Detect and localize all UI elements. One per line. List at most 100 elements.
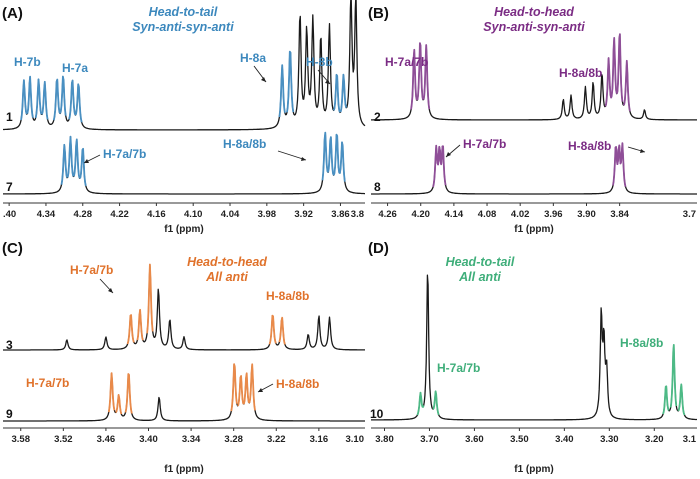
panel-b-title-line1: Head-to-head — [494, 5, 574, 19]
panel-d-title-line1: Head-to-tail — [446, 255, 515, 269]
panel-d-plot: 3.80 3.70 3.60 3.50 3.40 3.30 3.20 3.1 — [370, 274, 698, 445]
panel-c: (C) Head-to-head All anti 3.58 3.52 3.46 3.… — [2, 240, 365, 475]
panel-a-spectrum-7-peak-4 — [321, 131, 329, 181]
panel-c-spectrum-9-peak-1 — [115, 394, 123, 415]
panel-a-spectrum-1-peak-8 — [278, 64, 286, 118]
panel-a-spectrum-7-peak-2 — [73, 138, 81, 179]
arrowhead-h8a — [261, 77, 266, 82]
panel-d-spectrum-10-peak-7 — [669, 344, 678, 408]
annot-h8a-8b-compound-8: H-8a/8b — [568, 139, 611, 153]
arrowhead-h8a-8b-compound-8 — [640, 149, 645, 153]
panel-a-xlabel: f1 (ppm) — [164, 224, 203, 235]
panel-c-tick-label-2: 3.46 — [97, 434, 116, 445]
panel-c-spectrum-9-peak-4 — [230, 363, 238, 412]
panel-b-spectrum-2-peak-0 — [410, 48, 418, 110]
panel-b-tick-label-3: 4.08 — [478, 209, 497, 220]
panel-b: (B) Head-to-head Syn-anti-syn-anti 4.26 4… — [368, 5, 698, 235]
annot-h7a-7b-compound-10: H-7a/7b — [437, 361, 480, 375]
annot-h7b: H-7b — [14, 55, 41, 69]
annot-h8a: H-8a — [240, 51, 266, 65]
panel-d-tick-label-4: 3.40 — [555, 434, 574, 445]
panel-d-spectrum-10-peak-8 — [677, 383, 686, 416]
panel-b-spectrum-2-peak-10 — [615, 33, 624, 102]
panel-a-spectrum-1-peak-7 — [74, 83, 83, 123]
panel-a-spectrum-7-peak-0 — [60, 143, 68, 185]
panel-a-tick-label-6: 4.04 — [221, 209, 240, 220]
panel-c-spectrum-9-peak-2 — [124, 373, 133, 414]
panel-c-letter: (C) — [2, 240, 23, 257]
annot-h7a-7b-compound-7: H-7a/7b — [103, 147, 146, 161]
panel-a-spectrum-7 — [3, 131, 365, 195]
panel-c-compound-label-9: 9 — [6, 407, 13, 421]
annot-h7a-7b-compound-3: H-7a/7b — [70, 263, 113, 277]
panel-a-spectrum-1-peak-4 — [52, 78, 61, 121]
panel-a-title-line1: Head-to-tail — [149, 5, 218, 19]
annot-h8a-8b-compound-9: H-8a/8b — [276, 377, 319, 391]
panel-b-compound-label-2: 2 — [374, 110, 381, 124]
panel-a-tick-label-3: 4.22 — [110, 209, 129, 220]
panel-b-spectrum-8 — [370, 142, 698, 195]
panel-b-spectrum-8-peak-5 — [618, 142, 627, 187]
panel-c-tick-label-3: 3.40 — [139, 434, 158, 445]
panel-a-tick-label-7: 3.98 — [258, 209, 277, 220]
panel-a-spectrum-1-peak-1 — [26, 75, 34, 118]
panel-a-tick-label-4: 4.16 — [147, 209, 166, 220]
panel-b-spectrum-2-peak-1 — [416, 42, 424, 101]
panel-d-tick-label-2: 3.60 — [465, 434, 484, 445]
panel-c-tick-label-1: 3.52 — [54, 434, 73, 445]
panel-a-spectrum-1-peak-6 — [68, 79, 77, 120]
annot-h7a-7b-compound-8: H-7a/7b — [463, 137, 506, 151]
panel-b-spectrum-2-peak-8 — [604, 57, 613, 107]
panel-a-spectrum-1-peak-9 — [286, 50, 295, 113]
panel-d-spectrum-10-peak-6 — [662, 385, 670, 415]
panel-a-compound-label-1: 1 — [6, 110, 13, 124]
annot-h7a: H-7a — [62, 61, 88, 75]
panel-b-plot: 4.26 4.20 4.14 4.08 4.02 3.96 3.90 3.84 3.7 — [370, 33, 698, 220]
arrowhead-h7a-7b-compound-8 — [446, 152, 451, 157]
panel-a-tick-label-8: 3.92 — [294, 209, 313, 220]
panel-a-tick-label-0: .40 — [3, 209, 16, 220]
panel-c-plot: 3.58 3.52 3.46 3.40 3.34 3.28 3.22 3.16 3.10 — [3, 263, 365, 445]
panel-b-spectrum-2-peak-2 — [422, 44, 431, 110]
panel-c-spectrum-3-peak-9 — [278, 316, 286, 345]
panel-d-tick-label-6: 3.20 — [645, 434, 664, 445]
panel-a-spectrum-7-peak-7 — [338, 141, 346, 182]
panel-b-tick-label-4: 4.02 — [511, 209, 530, 220]
annot-h8b: H-8b — [306, 55, 333, 69]
panel-b-letter: (B) — [368, 5, 389, 22]
panel-c-spectrum-9-peak-7 — [248, 363, 256, 411]
panel-b-tick-label-1: 4.20 — [411, 209, 430, 220]
panel-d-spectrum-10-peak-2 — [432, 390, 440, 416]
panel-c-xlabel: f1 (ppm) — [164, 464, 203, 475]
panel-b-tick-label-5: 3.96 — [544, 209, 563, 220]
panel-b-xlabel: f1 (ppm) — [514, 224, 553, 235]
panel-b-tick-label-0: 4.26 — [378, 209, 397, 220]
arrowhead-h7a-7b-compound-3 — [108, 288, 113, 293]
panel-a-title-line2: Syn-anti-syn-anti — [132, 20, 234, 34]
panel-c-tick-label-4: 3.34 — [182, 434, 201, 445]
panel-d-tick-label-1: 3.70 — [420, 434, 439, 445]
annot-h8a-8b-compound-3: H-8a/8b — [266, 289, 309, 303]
panel-c-tick-label-8: 3.10 — [346, 434, 365, 445]
panel-b-spectrum-8-peak-2 — [439, 145, 447, 186]
panel-c-spectrum-9 — [3, 363, 365, 422]
panel-a-compound-label-7: 7 — [6, 180, 13, 194]
arrowhead-h8b — [325, 79, 330, 84]
panel-c-spectrum-9-peak-6 — [243, 372, 250, 405]
panel-b-tick-label-2: 4.14 — [445, 209, 464, 220]
panel-b-compound-label-8: 8 — [374, 180, 381, 194]
arrowhead-h8a-8b-compound-7 — [301, 157, 306, 161]
panel-a-plot: .40 4.34 4.28 4.22 4.16 4.10 4.04 3.98 3.92 3.86 3… — [3, 0, 366, 220]
panel-a-spectrum-7-peak-3 — [79, 147, 87, 186]
panel-a-spectrum-1-peak-16 — [339, 73, 348, 113]
panel-b-title-line2: Syn-anti-syn-anti — [483, 20, 585, 34]
panel-b-tick-label-7: 3.84 — [610, 209, 629, 220]
panel-d-compound-label-10: 10 — [370, 407, 384, 421]
panel-c-tick-label-6: 3.22 — [267, 434, 286, 445]
panel-a-spectrum-1-peak-0 — [20, 79, 28, 121]
panel-c-tick-label-5: 3.28 — [224, 434, 243, 445]
panel-a-spectrum-1-peak-5 — [59, 75, 67, 116]
panel-d-letter: (D) — [368, 240, 389, 257]
arrowhead-h8a-8b-compound-9 — [258, 388, 263, 392]
